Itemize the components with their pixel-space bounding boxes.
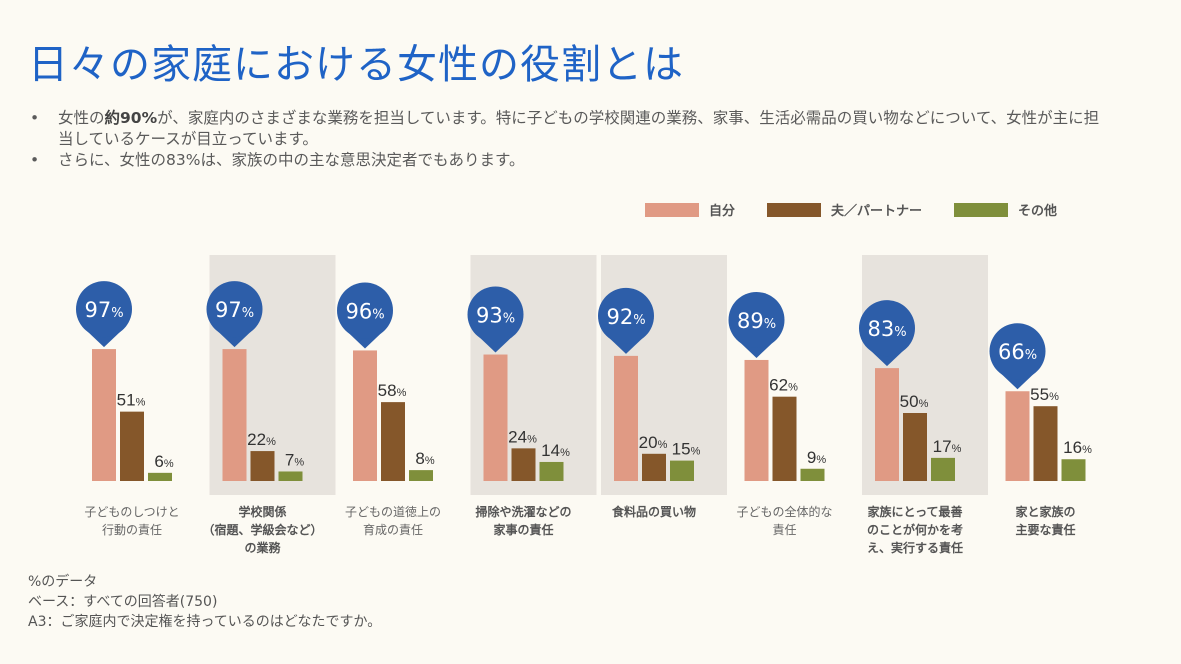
- bar: [903, 413, 927, 481]
- bullet-emphasis: 約90%: [104, 109, 158, 127]
- bar: [875, 368, 899, 481]
- legend-label: 自分: [709, 204, 736, 219]
- marker-pin: [989, 323, 1046, 380]
- legend-label: 夫／パートナー: [831, 204, 923, 219]
- category-label: 掃除や洗濯などの 家事の責任: [475, 505, 572, 537]
- bar: [800, 468, 825, 481]
- bar: [353, 350, 377, 481]
- data-label: 6%: [154, 452, 173, 471]
- legend-swatch: [767, 202, 822, 217]
- bar: [1061, 459, 1086, 481]
- legend-item: 自分: [645, 200, 735, 219]
- marker-pin: [206, 281, 263, 338]
- bar: [744, 359, 769, 481]
- footer-line: %のデータ: [28, 574, 98, 590]
- bullet-item: さらに、女性の83%は、家族の中の主な意思決定者でもあります。: [30, 150, 1110, 171]
- bullet-text: さらに、女性の83%は、家族の中の主な意思決定者でもあります。: [58, 151, 525, 169]
- legend-swatch: [954, 202, 1009, 217]
- footer-line: ベース：すべての回答者(750): [28, 594, 218, 610]
- bar: [278, 471, 303, 481]
- data-label: 96%: [345, 299, 384, 323]
- bar: [409, 470, 433, 481]
- legend-item: 夫／パートナー: [767, 200, 922, 219]
- data-label: 8%: [415, 449, 434, 468]
- bar: [931, 457, 955, 481]
- data-label: 62%: [769, 376, 798, 395]
- bar: [483, 354, 508, 481]
- category-label: 子どもの全体的な 責任: [736, 505, 833, 537]
- bar: [670, 460, 694, 481]
- footer-line: A3：ご家庭内で決定権を持っているのはどなたですか。: [28, 614, 382, 630]
- bar: [772, 396, 797, 481]
- bar: [642, 453, 666, 481]
- data-label: 16%: [1063, 438, 1092, 457]
- marker-pin: [598, 287, 654, 344]
- bar: [1005, 391, 1030, 481]
- marker-pin: [76, 281, 132, 338]
- data-label: 9%: [807, 448, 826, 467]
- data-label: 93%: [476, 304, 515, 328]
- bar: [1033, 406, 1058, 481]
- marker-pin: [728, 291, 785, 348]
- data-label: 55%: [1030, 385, 1059, 404]
- page-title: 日々の家庭における女性の役割とは: [28, 42, 684, 88]
- bar: [381, 402, 405, 481]
- legend-swatch: [645, 202, 699, 217]
- category-label: 食料品の買い物: [611, 505, 696, 519]
- data-label: 51%: [117, 391, 146, 410]
- data-label: 58%: [378, 381, 407, 400]
- bullet-text: 女性の: [58, 109, 105, 127]
- marker-pin: [467, 286, 524, 343]
- bullet-item: 女性の約90%が、家庭内のさまざまな業務を担当しています。特に子どもの学校関連の…: [30, 108, 1110, 150]
- category-label: 学校関係 （宿題、学級会など） の業務: [202, 505, 323, 555]
- bar: [614, 355, 638, 481]
- bar: [250, 451, 275, 481]
- legend: 自分 夫／パートナー その他: [645, 200, 1089, 219]
- legend-label: その他: [1018, 204, 1058, 219]
- bar: [120, 411, 144, 481]
- bar: [148, 472, 172, 481]
- bar: [92, 349, 116, 481]
- bar: [511, 448, 536, 481]
- category-label: 子どものしつけと 行動の責任: [84, 505, 180, 537]
- category-label: 家と家族の 主要な責任: [1015, 505, 1076, 537]
- category-label: 子どもの道徳上の 育成の責任: [344, 505, 441, 537]
- marker-pin: [859, 300, 915, 357]
- legend-item: その他: [954, 200, 1057, 219]
- bullet-text: が、家庭内のさまざまな業務を担当しています。特に子どもの学校関連の業務、家事、生…: [58, 109, 1100, 148]
- category-label: 家族にとって最善 のことが何かを考 え、実行する責任: [866, 505, 963, 555]
- bar: [222, 349, 247, 481]
- bar: [539, 461, 564, 481]
- marker-pin: [337, 282, 393, 339]
- footer-notes: %のデータ ベース：すべての回答者(750) A3：ご家庭内で決定権を持っている…: [28, 572, 381, 632]
- bullet-list: 女性の約90%が、家庭内のさまざまな業務を担当しています。特に子どもの学校関連の…: [30, 108, 1110, 171]
